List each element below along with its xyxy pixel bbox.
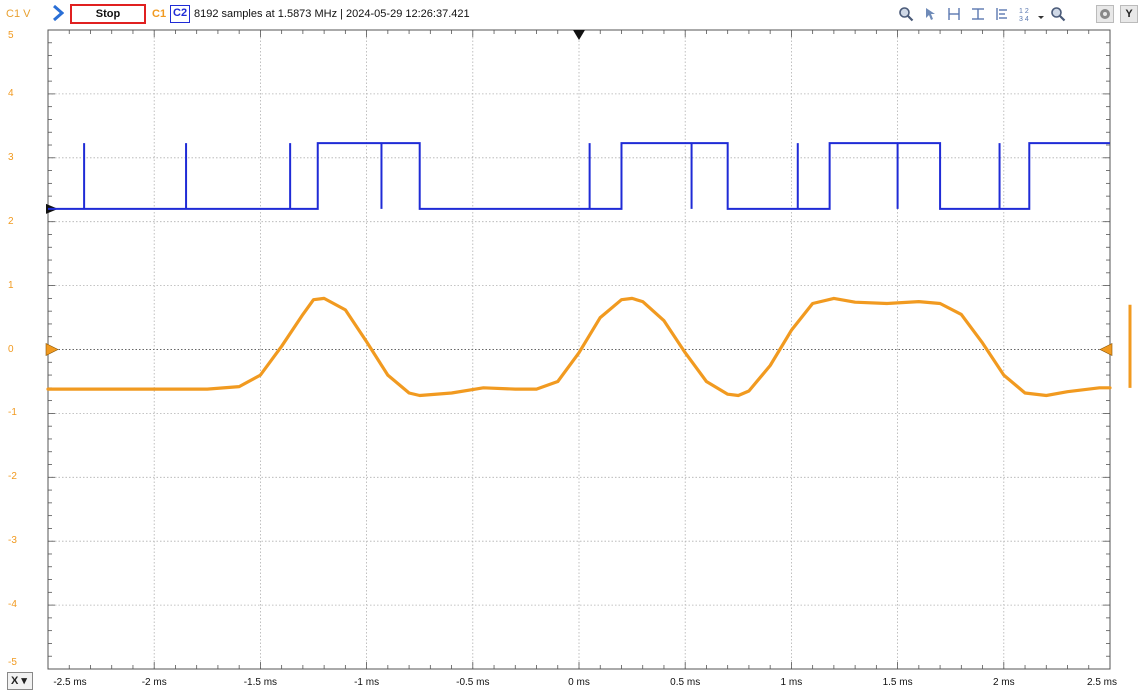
x-axis-button-label: X: [11, 675, 19, 687]
series-c2-line: [48, 142, 1110, 210]
x-tick-label: 2 ms: [992, 677, 1015, 688]
grid: [47, 29, 1111, 670]
run-arrow-icon[interactable]: [52, 4, 64, 22]
x-tick-label: -2.5 ms: [53, 677, 87, 688]
x-tick-label: -1.5 ms: [243, 677, 278, 688]
y-tick-label: -1: [8, 407, 17, 419]
channel-1-button[interactable]: C1: [152, 8, 167, 20]
cursor-icon[interactable]: [922, 6, 938, 22]
y-tick-label: 4: [8, 87, 14, 99]
x-tick-label: 1 ms: [780, 677, 803, 688]
y-tick-label: -5: [8, 657, 17, 668]
numbered-layout-icon[interactable]: 1 2 3 4: [1018, 6, 1034, 22]
align-icon[interactable]: [994, 6, 1010, 22]
x-tick-label: 1.5 ms: [882, 677, 913, 688]
y-tick-label: -3: [8, 535, 17, 547]
series-c1-line: [46, 296, 1112, 398]
y-tick-label: 2: [8, 215, 14, 227]
series-c2-trace: [48, 142, 1110, 210]
y-tick-label: 0: [8, 343, 14, 355]
channel-2-button[interactable]: C2: [170, 5, 191, 23]
ch1-trigger-level-marker: [1099, 343, 1113, 356]
zoom-icon[interactable]: [1050, 6, 1066, 22]
x-axis-button[interactable]: X ▾: [7, 672, 33, 690]
y-axis-button[interactable]: Y: [1120, 5, 1138, 23]
y-tick-label: 5: [8, 30, 14, 41]
toolbar: C1 V Stop C1 C2 8192 samples at 1.5873 M…: [0, 0, 1142, 28]
y-tick-label: -2: [8, 471, 17, 483]
acquisition-info: 8192 samples at 1.5873 MHz | 2024-05-29 …: [194, 8, 470, 20]
settings-icon[interactable]: [1096, 5, 1114, 23]
horizontal-cursor-icon[interactable]: [946, 6, 962, 22]
dropdown-icon[interactable]: [1036, 6, 1046, 22]
x-tick-label: -2 ms: [141, 677, 167, 688]
vertical-cursor-icon[interactable]: [970, 6, 986, 22]
x-tick-label: 2.5 ms: [1086, 677, 1118, 688]
y-tick-label: 3: [8, 151, 14, 163]
stop-button[interactable]: Stop: [70, 4, 146, 24]
x-tick-label: -0.5 ms: [456, 677, 490, 688]
y-tick-label: 1: [8, 279, 14, 291]
ch1-offset-marker: [45, 343, 59, 356]
svg-text:1 2: 1 2: [1019, 8, 1029, 15]
x-axis-dropdown-icon: ▾: [21, 675, 27, 687]
svg-text:3 4: 3 4: [1019, 16, 1029, 22]
x-tick-label: 0 ms: [568, 677, 590, 688]
series-c1-trace: [46, 296, 1132, 398]
trigger-marker: [573, 30, 585, 40]
y-tick-label: -4: [8, 599, 17, 611]
y-axis-unit-label: C1 V: [6, 8, 31, 20]
x-tick-label: 0.5 ms: [670, 677, 701, 688]
zoom-in-icon[interactable]: [898, 6, 914, 22]
x-tick-label: -1 ms: [354, 677, 380, 688]
